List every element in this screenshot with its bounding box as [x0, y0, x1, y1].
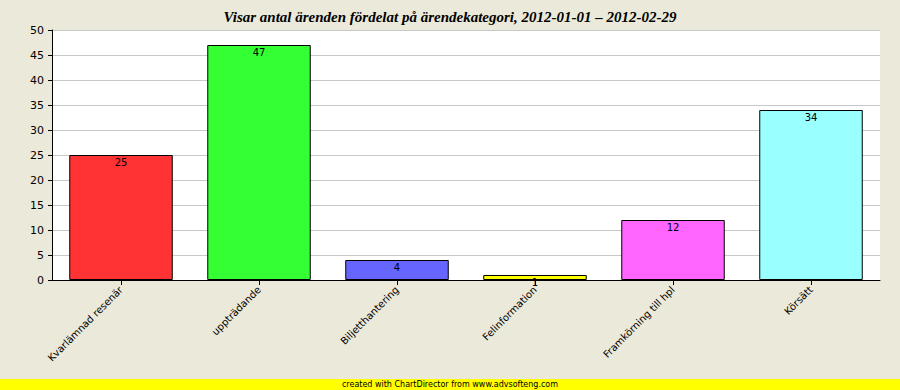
svg-text:30: 30 [30, 124, 44, 137]
svg-text:Felinformation: Felinformation [480, 284, 539, 343]
svg-text:Kvarlämnad resenär: Kvarlämnad resenär [46, 283, 126, 363]
svg-text:25: 25 [30, 149, 44, 162]
svg-text:40: 40 [30, 74, 44, 87]
svg-text:47: 47 [253, 47, 266, 58]
svg-text:45: 45 [30, 49, 44, 62]
svg-text:Framkörning till hpl: Framkörning till hpl [601, 284, 677, 360]
html-text:created with ChartDirector fro: created with ChartDirector from www.advs… [342, 380, 558, 389]
svg-text:0: 0 [37, 274, 44, 287]
svg-text:10: 10 [30, 224, 44, 237]
svg-text:uppträdande: uppträdande [210, 284, 263, 337]
svg-text:Biljetthantering: Biljetthantering [338, 284, 401, 347]
svg-text:Visar antal ärenden fördelat p: Visar antal ärenden fördelat på ärendeka… [224, 9, 677, 25]
svg-text:5: 5 [37, 249, 44, 262]
svg-text:34: 34 [805, 112, 818, 123]
svg-text:35: 35 [30, 99, 44, 112]
svg-text:20: 20 [30, 174, 44, 187]
svg-text:4: 4 [394, 262, 400, 273]
svg-text:1: 1 [532, 277, 538, 288]
svg-text:15: 15 [30, 199, 44, 212]
svg-text:Körsätt: Körsätt [782, 284, 815, 317]
svg-text:12: 12 [667, 222, 680, 233]
svg-text:50: 50 [30, 24, 44, 37]
svg-text:25: 25 [115, 157, 128, 168]
